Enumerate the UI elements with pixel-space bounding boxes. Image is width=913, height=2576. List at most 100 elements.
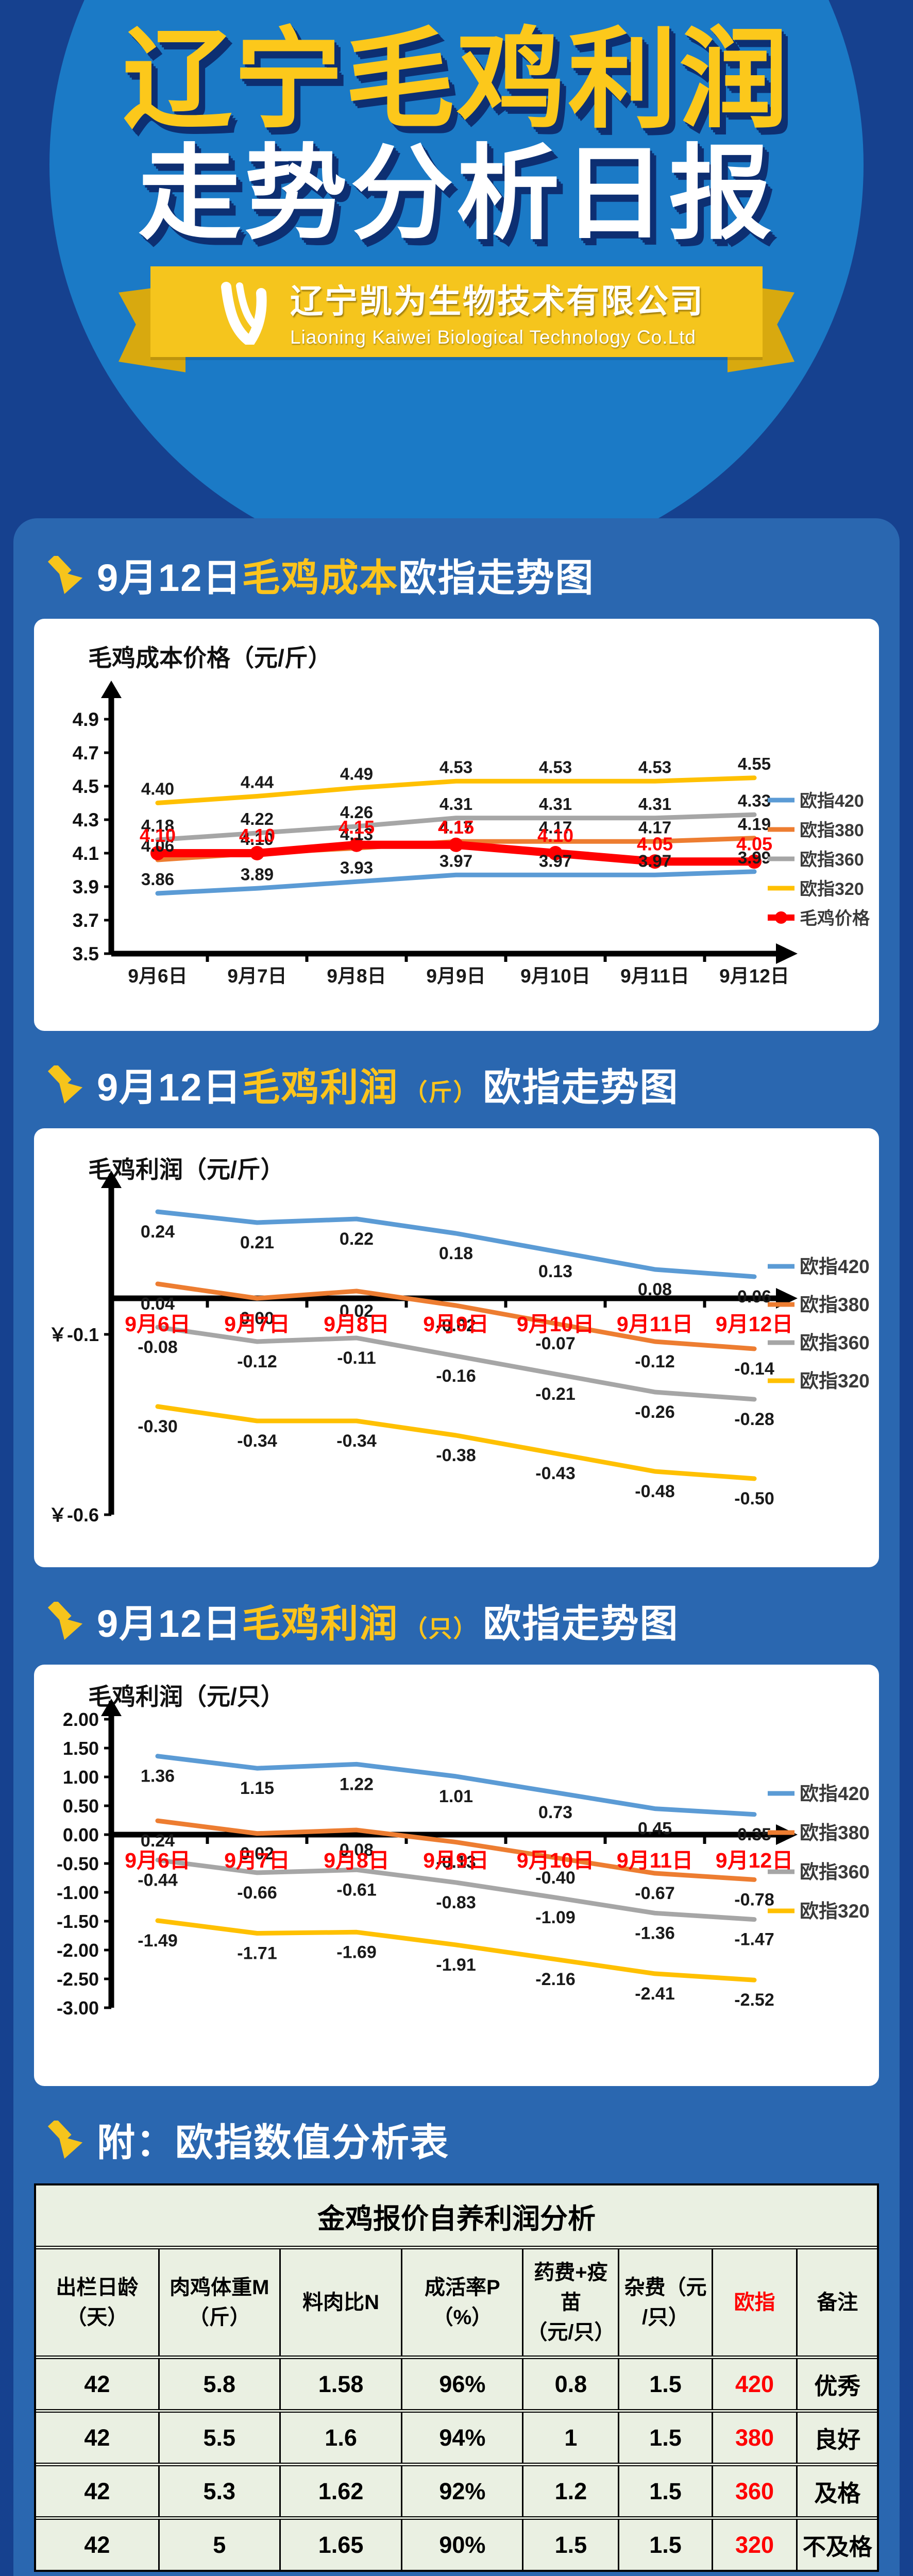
data-label: 4.22 (241, 809, 274, 828)
x-axis-label: 9月8日 (324, 1849, 390, 1872)
x-axis-label: 9月7日 (227, 965, 286, 987)
company-name-cn: 辽宁凯为生物技术有限公司 (290, 282, 704, 320)
heading-part-accent: 毛鸡利润 (242, 1066, 399, 1109)
data-label: 4.10 (140, 825, 176, 846)
series-line-欧指420 (155, 869, 757, 896)
content-panel: 9月12日毛鸡成本欧指走势图 毛鸡成本价格（元/斤） 3.5 3.7 3.9 4.1 4.… (13, 518, 900, 2576)
data-label: -2.41 (635, 1984, 675, 2004)
table-cell: 1.58 (279, 2357, 403, 2413)
y-tick-label: 0.00 (63, 1824, 99, 1845)
data-label: 4.53 (439, 757, 472, 776)
legend-label: 欧指360 (800, 1861, 870, 1883)
table-cell: 1.6 (279, 2410, 403, 2466)
x-axis-label: 9月6日 (125, 1849, 191, 1872)
data-point-marker (648, 854, 662, 869)
legend-label: 欧指420 (800, 1256, 870, 1277)
data-label: 4.18 (141, 816, 174, 835)
y-tick-label: ￥-0.1 (48, 1324, 99, 1345)
data-label: 4.40 (141, 779, 174, 799)
data-label: -0.78 (734, 1890, 774, 1909)
legend-label: 欧指420 (800, 1783, 870, 1804)
table-row: 42 5.8 1.58 96% 0.8 1.5 420 优秀 (36, 2357, 877, 2413)
chart-title: 毛鸡利润（元/只） (88, 1683, 284, 1710)
data-label: 4.10 (239, 825, 275, 846)
data-label: -0.14 (734, 1359, 774, 1379)
data-label: -0.44 (138, 1870, 178, 1890)
column-header: 备注 (796, 2247, 877, 2359)
series-line-欧指320 (155, 1918, 757, 1982)
data-label: -2.16 (535, 1970, 576, 1989)
legend-label: 欧指420 (800, 791, 864, 811)
y-axis-arrow (101, 1699, 122, 1716)
x-axis-label: 9月12日 (719, 965, 789, 987)
data-label: 4.31 (638, 794, 671, 814)
table-cell: 320 (711, 2517, 798, 2570)
section-heading-cost: 9月12日毛鸡成本欧指走势图 (45, 547, 868, 602)
data-label: 0.73 (538, 1803, 572, 1822)
legend-label: 欧指320 (800, 1370, 870, 1392)
x-axis-label: 9月10日 (517, 1312, 594, 1336)
legend-label: 欧指320 (800, 879, 864, 899)
company-name-block: 辽宁凯为生物技术有限公司 Liaoning Kaiwei Biological … (290, 275, 704, 348)
x-axis-label: 9月7日 (224, 1312, 290, 1336)
data-label: -0.61 (336, 1880, 377, 1900)
title-line-1: 辽宁毛鸡利润 (123, 19, 790, 141)
table-cell: 5.3 (158, 2464, 281, 2520)
y-tick-label: 4.7 (73, 742, 99, 764)
table-cell: 42 (36, 2464, 160, 2520)
data-label: -0.21 (535, 1384, 576, 1404)
table-cell: 0.8 (522, 2357, 620, 2413)
y-tick-label: 3.9 (73, 876, 99, 897)
data-label: 0.24 (141, 1222, 175, 1242)
column-header: 欧指 (711, 2247, 798, 2359)
x-axis-label: 9月10日 (517, 1849, 594, 1872)
table-cell: 94% (401, 2410, 524, 2466)
data-label: -1.09 (535, 1908, 576, 1927)
section-title-profit-jin: 9月12日毛鸡利润 （斤） 欧指走势图 (97, 1057, 679, 1112)
data-label: 4.19 (738, 815, 771, 834)
x-axis-label: 9月9日 (423, 1849, 489, 1872)
data-label: 4.33 (738, 791, 771, 810)
y-axis-arrow (101, 681, 122, 698)
table-cell: 1 (522, 2410, 620, 2466)
profit-zhi-chart-card: 毛鸡利润（元/只） 2.00 1.50 1.00 0.50 0.00 -0.50 -1.00 -… (34, 1665, 879, 2086)
data-label: 1.36 (141, 1767, 175, 1786)
series-line-欧指420 (155, 1754, 757, 1817)
data-label: 1.22 (340, 1774, 374, 1794)
data-label: -1.91 (436, 1955, 476, 1975)
data-label: 0.24 (141, 1831, 175, 1851)
legend-marker (775, 911, 787, 924)
section-title-profit-zhi: 9月12日毛鸡利润 （只） 欧指走势图 (97, 1593, 679, 1648)
table-cell: 42 (36, 2357, 160, 2413)
series-line-欧指360 (155, 1857, 757, 1922)
legend-label: 欧指380 (800, 1822, 870, 1843)
x-axis-label: 9月12日 (716, 1849, 793, 1872)
y-tick-label: 3.5 (73, 943, 99, 964)
data-label: 0.02 (340, 1301, 374, 1321)
table-cell: 1.5 (618, 2357, 713, 2413)
y-tick-label: 1.50 (63, 1738, 99, 1759)
heading-part: 欧指走势图 (398, 556, 595, 599)
data-label: 3.89 (241, 865, 274, 884)
column-header: 药费+疫苗 （元/只） (522, 2247, 620, 2359)
section-heading-profit-jin: 9月12日毛鸡利润 （斤） 欧指走势图 (45, 1057, 868, 1112)
data-label: 4.31 (539, 794, 572, 814)
profit-analysis-table: 金鸡报价自养利润分析 出栏日龄 （天） 肉鸡体重M （斤） 料肉比N 成活率P （%）药… (36, 2185, 877, 2570)
y-tick-label: 4.3 (73, 809, 99, 831)
y-axis-arrow (101, 1171, 122, 1188)
y-tick-label: 4.9 (73, 709, 99, 730)
y-tick-label: 2.00 (63, 1709, 99, 1730)
data-label: -0.38 (436, 1446, 476, 1465)
table-cell: 5.5 (158, 2410, 281, 2466)
data-label: -0.26 (635, 1402, 675, 1422)
data-label: -1.71 (237, 1944, 277, 1963)
y-tick-label: -1.00 (57, 1882, 99, 1903)
data-label: -0.07 (535, 1334, 576, 1353)
data-label: 4.10 (241, 829, 274, 849)
y-tick-label: -2.50 (57, 1969, 99, 1990)
data-label: 0.06 (737, 1287, 771, 1307)
data-label: -0.02 (436, 1316, 476, 1335)
profit-per-bird-chart: 毛鸡利润（元/只）2.00 1.50 1.00 0.50 0.00 -0.50 -1.00 -… (57, 1683, 870, 2019)
data-label: -0.43 (535, 1464, 576, 1483)
table-cell: 1.65 (279, 2517, 403, 2570)
